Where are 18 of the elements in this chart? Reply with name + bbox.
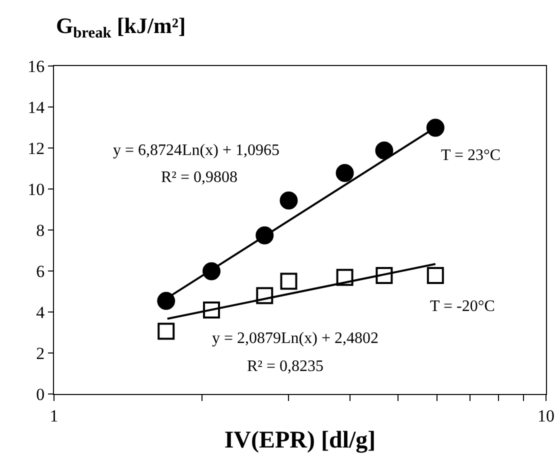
annotation: y = 2,0879Ln(x) + 2,4802 bbox=[212, 330, 378, 347]
y-tick-label: 16 bbox=[28, 56, 45, 76]
annotation: T = 23°C bbox=[441, 147, 501, 164]
x-tick-label: 1 bbox=[50, 406, 58, 426]
y-tick-label: 2 bbox=[36, 344, 45, 363]
y-tick-label: 10 bbox=[28, 180, 45, 199]
y-tick-label: 14 bbox=[28, 98, 46, 117]
y-tick-label: 6 bbox=[36, 262, 45, 281]
x-axis-title: IV(EPR) [dl/g] bbox=[224, 428, 376, 454]
y-tick-label: 0 bbox=[36, 384, 45, 404]
y-tick-label: 8 bbox=[36, 220, 45, 240]
annotation: R² = 0,9808 bbox=[161, 169, 238, 186]
y-tick-label: 4 bbox=[36, 302, 46, 322]
annotation: T = -20°C bbox=[430, 298, 495, 315]
annotation: R² = 0,8235 bbox=[247, 358, 324, 375]
y-tick-label: 12 bbox=[28, 138, 45, 158]
y-axis-title: G$_{break}$ [kJ/m²] bbox=[56, 13, 186, 42]
annotation: y = 6,8724Ln(x) + 1,0965 bbox=[113, 142, 280, 159]
